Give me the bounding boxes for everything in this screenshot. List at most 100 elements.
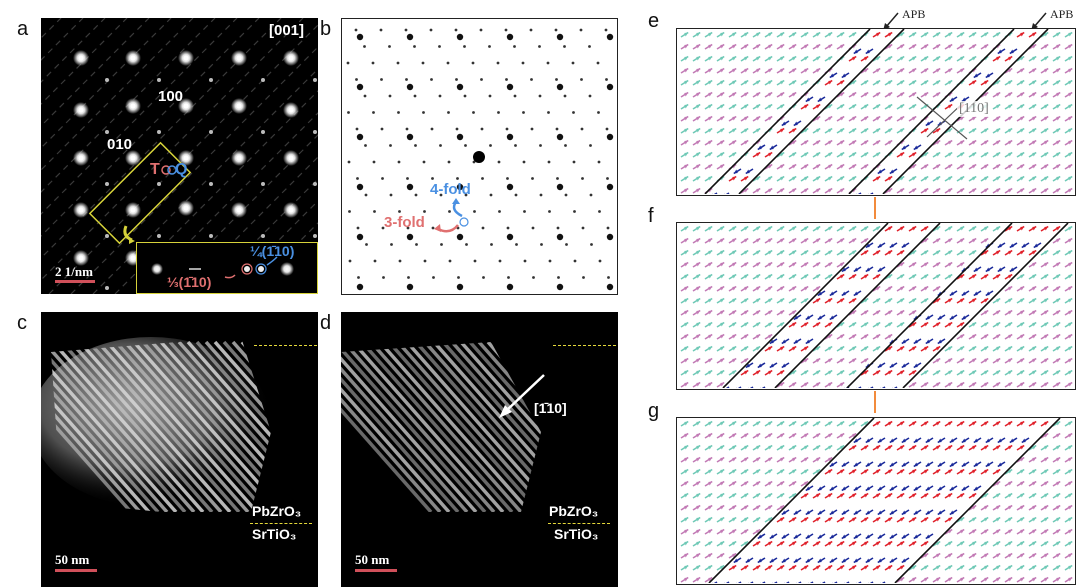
domain-stripe xyxy=(396,342,541,512)
polarization-arrowhead xyxy=(960,226,965,231)
sim-spot xyxy=(506,83,514,91)
sim-spot-small xyxy=(464,144,467,147)
polarization-arrowhead xyxy=(1056,382,1061,387)
polarization-arrowhead xyxy=(792,140,797,145)
polarization-arrowhead xyxy=(864,370,869,375)
polarization-arrowhead xyxy=(984,152,989,157)
polarization-arrowhead xyxy=(708,92,713,97)
superlattice-spot xyxy=(261,234,265,238)
polarization-arrowhead xyxy=(949,462,954,467)
polarization-arrowhead xyxy=(876,286,881,291)
polarization-arrowhead xyxy=(768,346,773,351)
polarization-arrowhead xyxy=(744,104,749,109)
polarization-arrowhead xyxy=(816,176,821,181)
polarization-arrowhead xyxy=(828,457,833,462)
polarization-arrowhead xyxy=(1056,517,1061,522)
polarization-arrowhead xyxy=(1068,346,1073,351)
polarization-arrowhead xyxy=(828,44,833,49)
sim-spot-small xyxy=(555,127,559,131)
polarization-arrowhead xyxy=(1032,517,1037,522)
polarization-arrowhead xyxy=(804,517,809,522)
sim-spot-small xyxy=(430,127,434,131)
polarization-arrowhead xyxy=(948,238,953,243)
polarization-arrowhead xyxy=(732,358,737,363)
sim-spot-small xyxy=(573,210,576,213)
polarization-arrowhead xyxy=(996,358,1001,363)
polarization-arrowhead xyxy=(1056,541,1061,546)
polarization-arrowhead xyxy=(949,97,954,102)
polarization-arrowhead xyxy=(924,322,929,327)
polarization-arrowhead xyxy=(912,116,917,121)
polarization-arrowhead xyxy=(889,486,894,491)
polarization-arrowhead xyxy=(1020,469,1025,474)
polarization-arrowhead xyxy=(1032,176,1037,181)
sim-spot-small xyxy=(439,193,443,197)
polarization-arrowhead xyxy=(696,176,701,181)
polarization-arrowhead xyxy=(720,310,725,315)
sim-spot-small xyxy=(479,28,483,32)
polarization-arrowhead xyxy=(1044,32,1049,37)
diffraction-inset: ¼(1̄10) ⅓(1̄10) xyxy=(136,242,318,294)
polarization-arrowhead xyxy=(708,445,713,450)
polarization-arrowhead xyxy=(1020,310,1025,315)
polarization-arrowhead xyxy=(1044,541,1049,546)
polarization-arrowhead xyxy=(960,322,965,327)
polarization-arrowhead xyxy=(696,493,701,498)
sim-spot-small xyxy=(596,61,600,65)
polarization-arrowhead xyxy=(745,363,750,368)
polarization-arrowhead xyxy=(1056,104,1061,109)
polarization-arrowhead xyxy=(708,370,713,375)
superlattice-spot xyxy=(105,130,109,134)
polarization-arrowhead xyxy=(780,92,785,97)
domain-stripe xyxy=(341,342,478,512)
polarization-arrowhead xyxy=(936,56,941,61)
polarization-arrowhead xyxy=(960,32,965,37)
polarization-arrowhead xyxy=(984,44,989,49)
polarization-arrowhead xyxy=(853,438,858,443)
polarization-arrowhead xyxy=(708,553,713,558)
sim-spot-small xyxy=(388,45,391,48)
polarization-arrowhead xyxy=(913,438,918,443)
polarization-arrowhead xyxy=(1020,553,1025,558)
polarization-arrowhead xyxy=(792,457,797,462)
polarization-arrowhead xyxy=(684,226,689,231)
polarization-arrowhead xyxy=(960,250,965,255)
polarization-arrowhead xyxy=(684,445,689,450)
polarization-arrowhead xyxy=(732,517,737,522)
polarization-arrowhead xyxy=(732,481,737,486)
polarization-arrowhead xyxy=(840,517,845,522)
polarization-arrowhead xyxy=(817,291,822,296)
polarization-arrowhead xyxy=(768,286,773,291)
sim-spot-small xyxy=(456,177,459,180)
direction-label-d: [1̄10] xyxy=(534,400,567,416)
polarization-arrowhead xyxy=(936,32,941,37)
domain-stripe xyxy=(360,342,514,512)
polarization-arrowhead xyxy=(792,152,797,157)
polarization-arrowhead xyxy=(828,370,833,375)
polarization-arrowhead xyxy=(1056,92,1061,97)
polarization-arrowhead xyxy=(936,68,941,73)
polarization-arrowhead xyxy=(708,298,713,303)
polarization-arrowhead xyxy=(1020,286,1025,291)
polarization-arrowhead xyxy=(1056,310,1061,315)
polarization-arrowhead xyxy=(1032,370,1037,375)
sim-spot xyxy=(356,133,364,141)
polarization-arrowhead xyxy=(816,44,821,49)
polarization-arrowhead xyxy=(1020,529,1025,534)
polarization-arrowhead xyxy=(888,56,893,61)
polarization-arrowhead xyxy=(829,73,834,78)
polarization-arrowhead xyxy=(744,322,749,327)
sim-spot-small xyxy=(457,276,460,279)
polarization-arrowhead xyxy=(1056,32,1061,37)
polarization-arrowhead xyxy=(1068,457,1073,462)
polarization-arrowhead xyxy=(876,334,881,339)
polarization-arrowhead xyxy=(867,582,869,584)
polarization-arrowhead xyxy=(828,445,833,450)
domain-boundary xyxy=(902,223,1069,389)
polarization-arrowhead xyxy=(720,152,725,157)
polarization-arrowhead xyxy=(901,510,906,515)
polarization-arrowhead xyxy=(948,493,953,498)
polarization-arrowhead xyxy=(1032,298,1037,303)
domain-stripe xyxy=(177,340,271,512)
polarization-arrowhead xyxy=(912,370,917,375)
